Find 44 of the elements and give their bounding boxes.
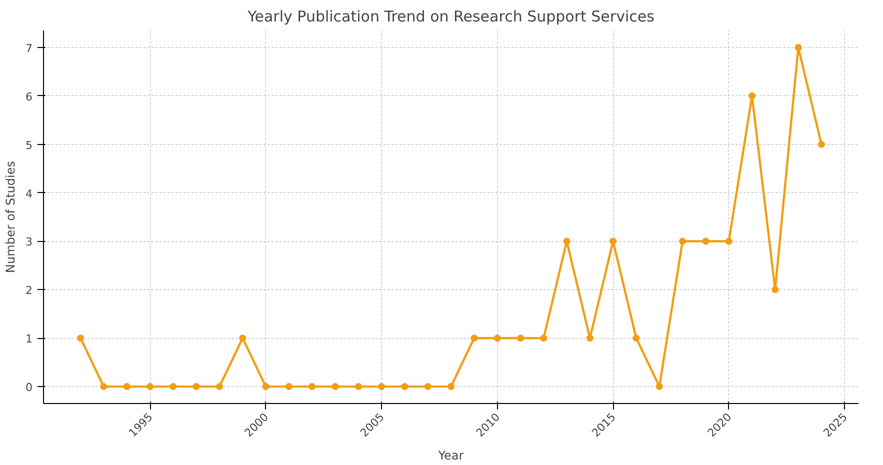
point [725, 238, 732, 245]
point [77, 334, 84, 342]
point [239, 334, 246, 342]
point [146, 383, 154, 390]
point [632, 334, 640, 342]
point [702, 238, 710, 245]
point [540, 334, 548, 342]
point [656, 383, 663, 390]
point [586, 334, 594, 342]
y-tick-label: 1 [26, 332, 32, 346]
point [308, 383, 316, 390]
point [100, 383, 108, 390]
y-tick-label: 3 [26, 236, 32, 249]
y-axis-title: Number of Studies [4, 161, 18, 273]
y-tick-label: 4 [26, 187, 32, 200]
point [470, 334, 478, 342]
x-axis-title: Year [437, 448, 464, 463]
chart-title: Yearly Publication Trend on Research Support Services [246, 8, 655, 26]
point [679, 238, 686, 245]
point [354, 383, 362, 390]
point [285, 383, 292, 390]
point [192, 383, 200, 390]
point [401, 383, 408, 390]
y-tick-label: 6 [26, 90, 32, 104]
point [332, 383, 339, 390]
point [494, 334, 501, 342]
point [262, 383, 270, 390]
point [216, 383, 223, 390]
point [448, 383, 454, 390]
y-tick-label: 2 [26, 284, 32, 298]
point [378, 383, 386, 390]
y-tick-label: 7 [26, 42, 32, 55]
point [123, 383, 130, 390]
point [516, 334, 524, 342]
point [818, 140, 825, 148]
point [748, 92, 756, 100]
point [424, 383, 432, 390]
y-tick-label: 0 [26, 381, 32, 394]
point [772, 286, 779, 294]
point [170, 383, 177, 390]
y-tick-label: 5 [26, 138, 32, 152]
point [610, 238, 617, 245]
point [794, 44, 802, 51]
point [563, 238, 570, 245]
